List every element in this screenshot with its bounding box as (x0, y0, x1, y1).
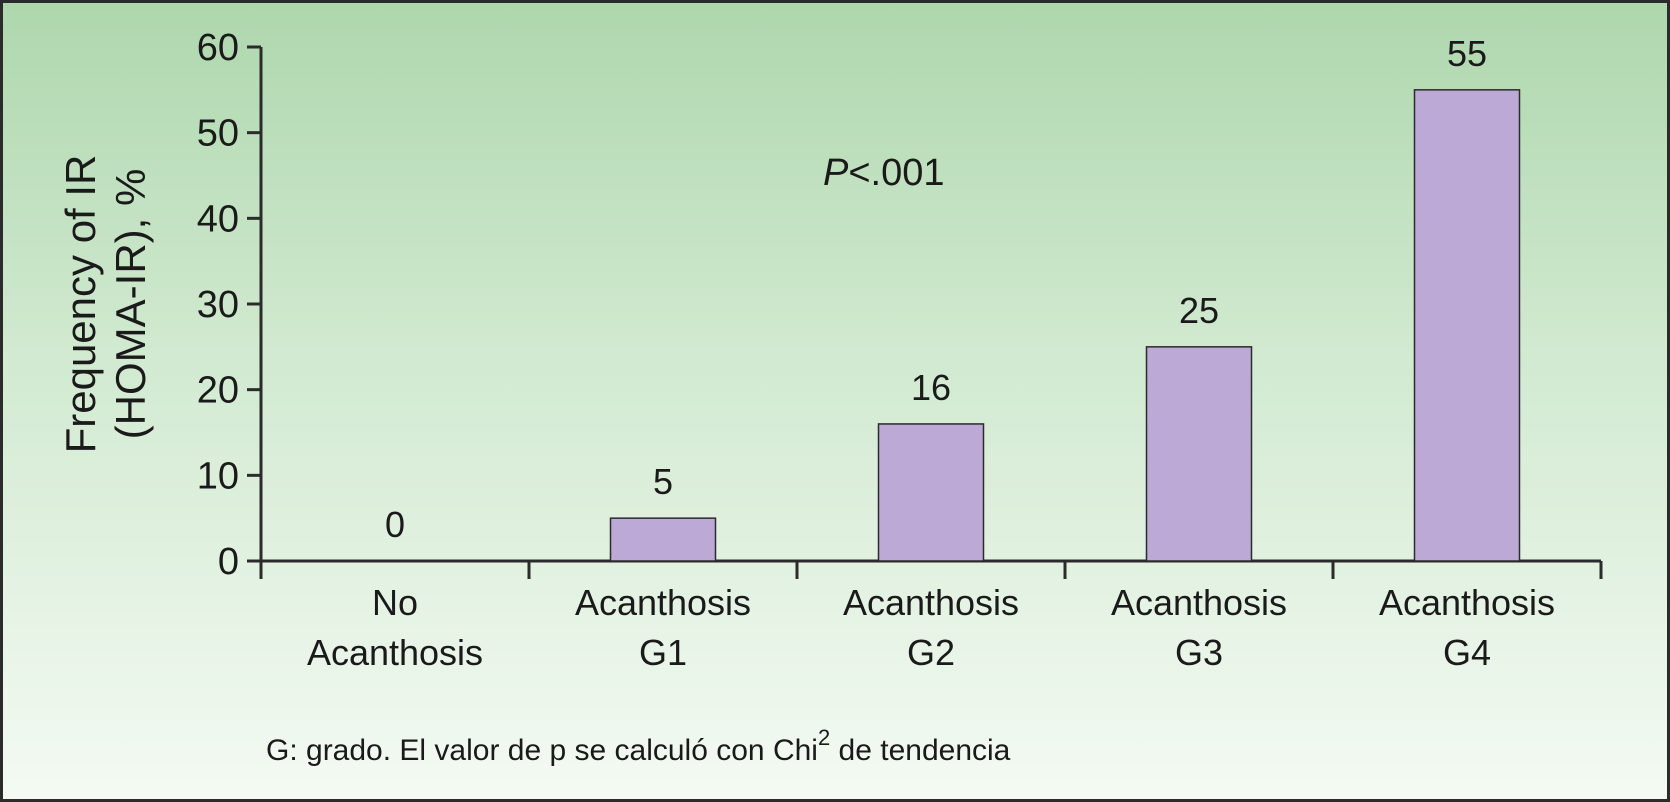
data-label: 0 (385, 504, 405, 545)
data-label: 16 (911, 367, 951, 408)
x-category-label: Acanthosis (843, 582, 1019, 623)
footnote: G: grado. El valor de p se calculó con C… (266, 725, 1011, 768)
p-value-threshold: <.001 (848, 152, 944, 194)
x-category-label: Acanthosis (1379, 582, 1555, 623)
y-tick-label: 20 (197, 370, 239, 412)
y-tick-label: 60 (197, 27, 239, 69)
p-value-symbol: P (823, 152, 849, 194)
data-label: 25 (1179, 290, 1219, 331)
bar (877, 423, 985, 562)
y-tick-label: 50 (197, 113, 239, 155)
x-category-label: Acanthosis (1111, 582, 1287, 623)
x-category-label: Acanthosis (575, 582, 751, 623)
footnote-suffix: de tendencia (830, 734, 1011, 767)
bar-chart: 0 10 20 30 40 50 60 0 No Acanthosis 5 Acanthosis G1 1… (57, 27, 1603, 673)
y-tick-label: 40 (197, 198, 239, 240)
bar (609, 517, 717, 562)
data-label: 5 (653, 461, 673, 502)
x-category-label: G2 (907, 632, 955, 673)
y-tick-label: 10 (197, 455, 239, 497)
footnote-superscript: 2 (817, 725, 831, 750)
x-category-label: G1 (639, 632, 687, 673)
x-category-label: Acanthosis (307, 632, 483, 673)
x-category-label: G3 (1175, 632, 1223, 673)
bar (1413, 89, 1521, 562)
y-axis-label: (HOMA-IR), % (107, 169, 154, 440)
footnote-text: G: grado. El valor de p se calculó con C… (266, 734, 818, 767)
x-category-label: G4 (1443, 632, 1491, 673)
bar (1145, 346, 1253, 562)
y-axis-label: Frequency of IR (57, 155, 104, 454)
x-category-label: No (372, 582, 418, 623)
y-tick-label: 30 (197, 284, 239, 326)
y-tick-label: 0 (218, 541, 239, 583)
data-label: 55 (1447, 33, 1487, 74)
p-value-annotation: P<.001 (823, 152, 945, 194)
